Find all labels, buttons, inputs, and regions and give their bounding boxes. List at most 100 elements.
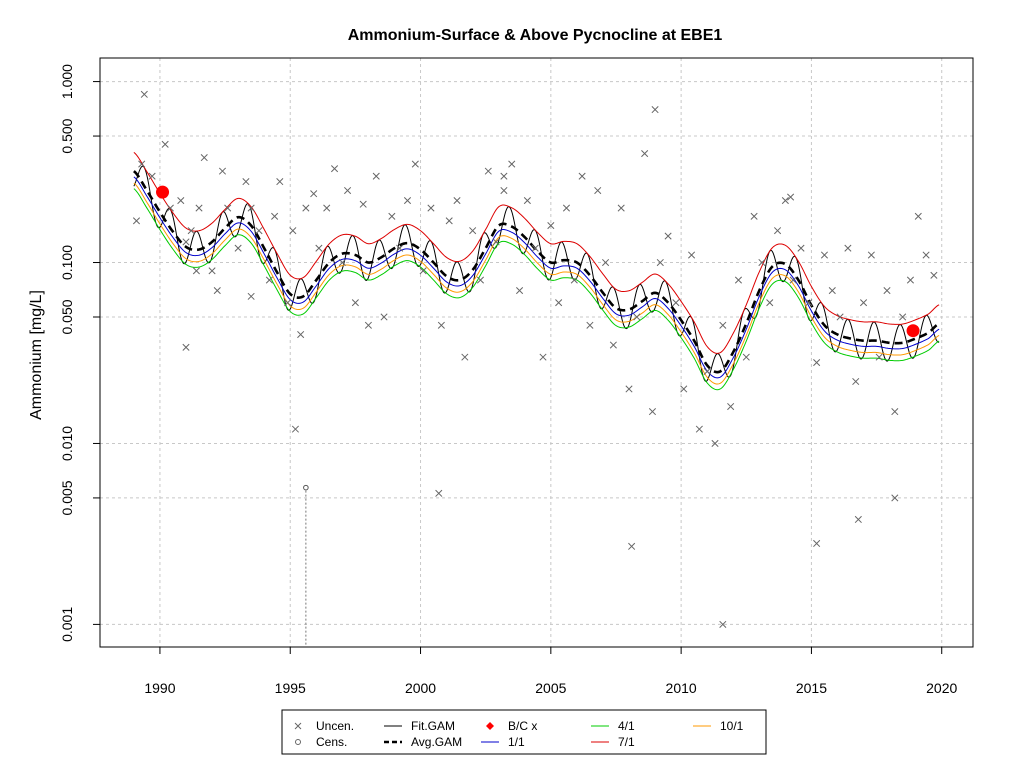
legend: Uncen. Cens. Fit.GAM Avg.GAM B/C x 1/1 4/1 7/1 1…: [281, 709, 767, 755]
uncensored-point: [787, 193, 795, 201]
legend-label: 4/1: [618, 719, 635, 733]
uncensored-point: [132, 217, 141, 225]
legend-label: 10/1: [720, 719, 744, 733]
uncensored-point: [523, 197, 531, 205]
uncensored-point: [891, 408, 899, 416]
legend-dot-icon: [486, 722, 494, 730]
y-tick-label: 0.010: [59, 426, 75, 461]
legend-label: Uncen.: [316, 719, 354, 733]
legend-box: [281, 709, 767, 755]
uncensored-point: [396, 244, 404, 252]
legend-item: Fit.GAM: [384, 719, 455, 733]
uncensored-point: [242, 178, 250, 186]
uncensored-point: [641, 150, 649, 158]
censored-point: [303, 484, 309, 491]
y-tick-label: 1.000: [59, 64, 75, 99]
uncensored-point: [338, 258, 346, 267]
y-tick-label: 0.001: [59, 607, 75, 642]
uncensored-point: [617, 204, 625, 212]
uncensored-point: [453, 197, 461, 205]
legend-item: Uncen.: [294, 719, 354, 733]
uncensored-point: [138, 160, 146, 168]
uncensored-point: [445, 217, 453, 225]
uncensored-point: [291, 425, 300, 433]
chart-title: Ammonium-Surface & Above Pycnocline at E…: [348, 27, 723, 44]
uncensored-point: [836, 313, 844, 321]
uncensored-point: [140, 90, 148, 98]
uncensored-point: [891, 494, 899, 502]
legend-label: 1/1: [508, 735, 525, 749]
uncensored-point: [609, 341, 617, 349]
uncensored-point: [330, 165, 339, 173]
uncensored-point: [664, 232, 672, 240]
legend-label: B/C x: [508, 719, 537, 733]
uncensored-point: [883, 286, 891, 295]
grid-lines: [100, 58, 973, 647]
uncensored-point: [500, 172, 508, 180]
uncensored-point: [200, 154, 208, 162]
uncensored-point: [781, 197, 789, 205]
uncensored-point: [813, 539, 821, 548]
uncensored-point: [734, 276, 743, 284]
uncensored-point: [651, 106, 659, 114]
legend-label: Fit.GAM: [411, 719, 455, 733]
axes: 1990 1995 2000 2005 2010 2015 2020 0.001 0.005 0.…: [59, 64, 958, 696]
uncensored-point: [742, 353, 750, 361]
uncensored-point: [656, 258, 664, 267]
legend-label: Cens.: [316, 735, 347, 749]
uncensored-point: [719, 620, 727, 628]
season-10-1-line: [133, 182, 940, 385]
uncensored-point: [435, 489, 443, 497]
uncensored-point: [633, 313, 641, 321]
uncensored-point: [492, 238, 500, 246]
uncensored-point: [289, 227, 297, 235]
uncensored-point: [813, 358, 821, 367]
x-tick-label: 1990: [144, 680, 175, 696]
uncensored-point: [476, 276, 485, 284]
uncensored-point: [265, 276, 273, 284]
uncensored-point: [380, 313, 388, 321]
uncensored-point: [859, 299, 868, 307]
y-tick-label: 0.050: [59, 299, 75, 334]
legend-circle-icon: [295, 739, 301, 745]
plot-frame: [99, 57, 974, 648]
uncensored-point: [344, 186, 352, 195]
uncensored-point: [586, 321, 594, 329]
x-tick-label: 2020: [926, 680, 957, 696]
uncensored-point: [177, 197, 185, 205]
legend-label: Avg.GAM: [411, 735, 462, 749]
uncensored-point: [351, 299, 359, 307]
uncensored-point: [719, 321, 727, 329]
uncensored-point: [359, 200, 367, 208]
avg-gam-line: [133, 170, 940, 374]
uncensored-point: [547, 222, 555, 230]
uncensored-point: [578, 172, 586, 180]
uncensored-point: [192, 267, 200, 275]
uncensored-point: [695, 425, 703, 433]
uncensored-point: [766, 299, 774, 307]
uncensored-point: [531, 244, 539, 252]
uncensored-point: [218, 167, 227, 175]
season-7-1-line: [133, 151, 940, 354]
uncensored-point: [516, 286, 524, 295]
uncensored-point: [208, 267, 216, 275]
uncensored-point: [852, 377, 860, 386]
uncensored-point: [820, 251, 829, 259]
uncensored-point: [213, 286, 221, 295]
uncensored-point: [372, 172, 380, 180]
legend-item: 10/1: [693, 719, 744, 733]
uncensored-point: [484, 167, 492, 175]
y-tick-label: 0.500: [59, 118, 75, 153]
uncensored-point: [469, 227, 477, 235]
legend-item: B/C x: [486, 719, 537, 733]
uncensored-point: [187, 227, 195, 235]
legend-x-icon: [294, 722, 302, 730]
uncensored-point: [166, 204, 174, 212]
x-tick-label: 2005: [535, 680, 566, 696]
uncensored-point: [727, 402, 735, 411]
uncensored-point: [461, 353, 469, 361]
season-4-1-line: [133, 188, 940, 391]
uncensored-point: [403, 197, 412, 205]
